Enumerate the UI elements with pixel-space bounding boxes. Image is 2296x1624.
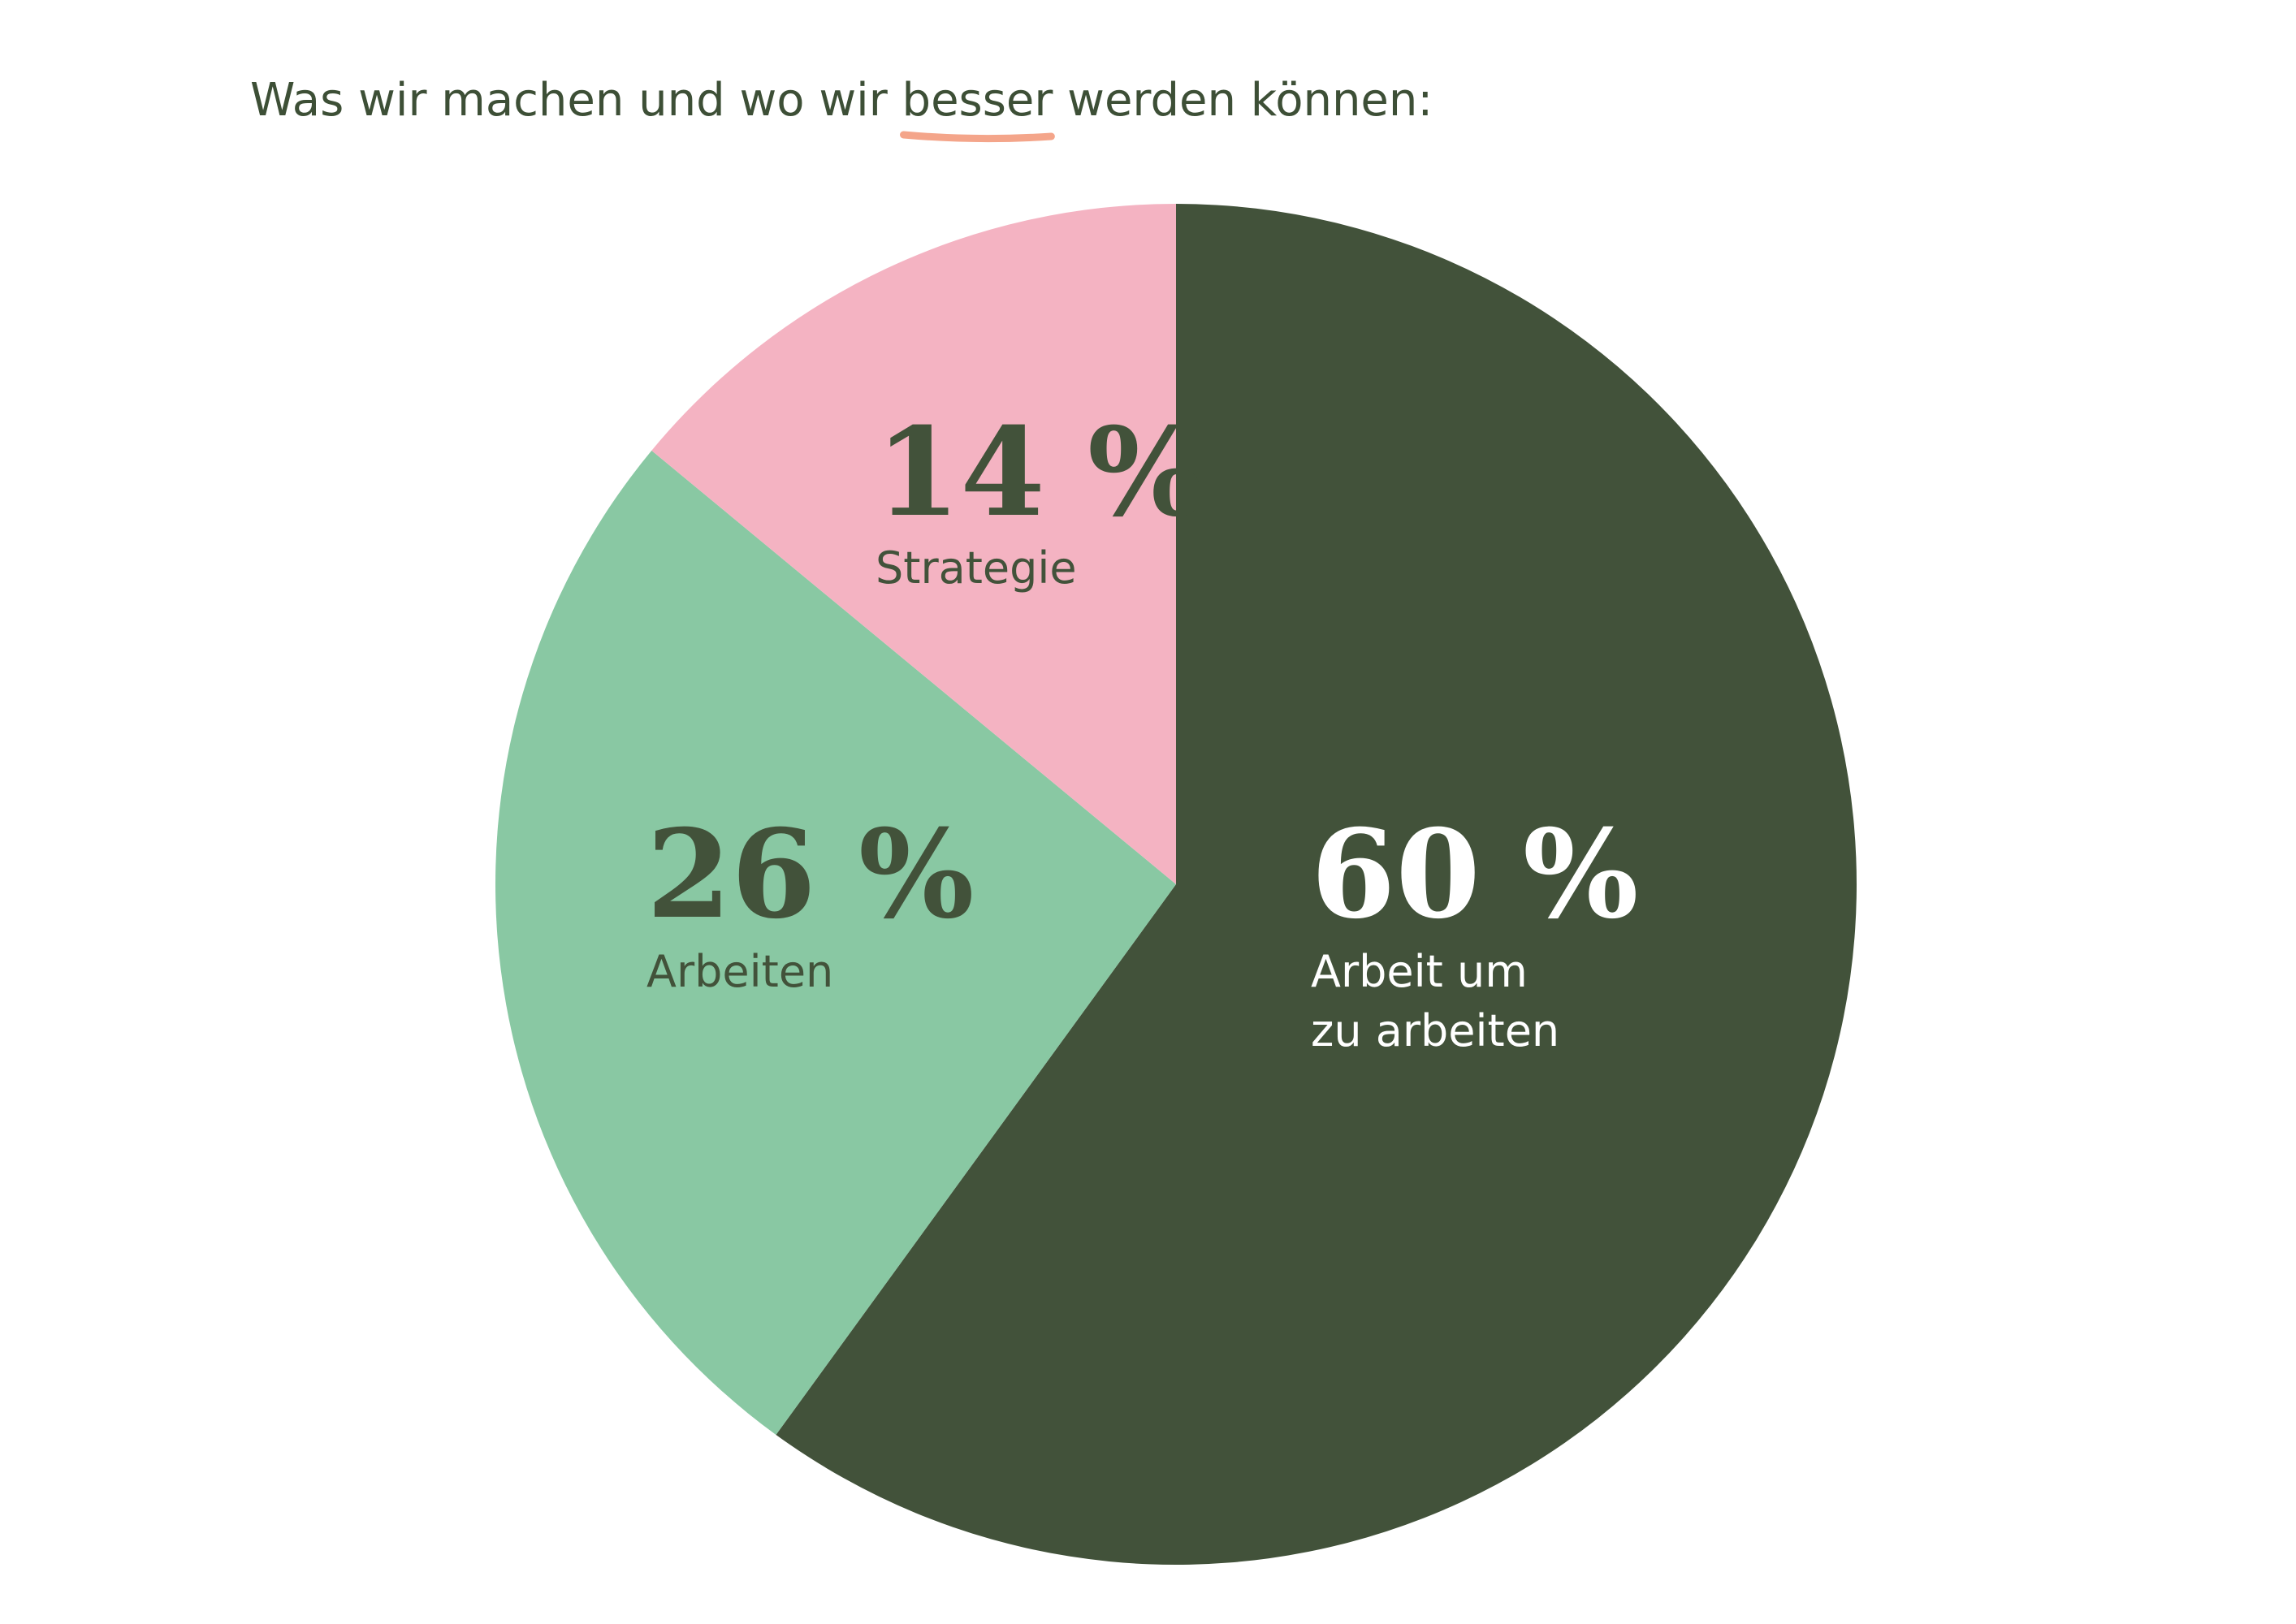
value-label: 26 % — [646, 803, 975, 946]
pie-slice — [651, 204, 1176, 884]
pie-slice — [776, 204, 1857, 1566]
category-label: Strategie — [876, 542, 1077, 594]
chart-title: Was wir machen und wo wir besser werden … — [250, 74, 1433, 127]
value-label: 60 % — [1311, 803, 1639, 946]
value-label: 14 % — [876, 401, 1204, 544]
category-label: Arbeit um zu arbeiten — [1311, 946, 1559, 1056]
pie-slice — [495, 450, 1176, 1435]
title-underline — [900, 131, 1055, 143]
category-label: Arbeiten — [646, 946, 833, 997]
